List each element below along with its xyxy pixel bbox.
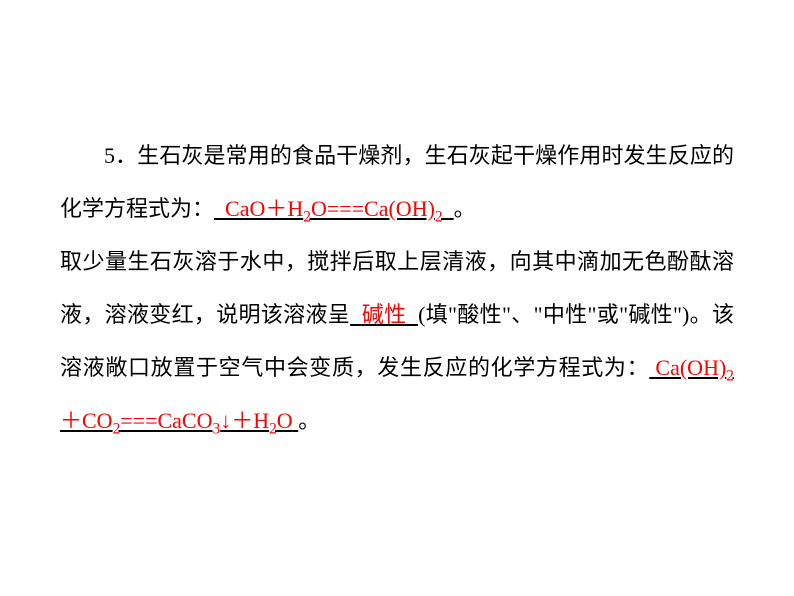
question-part1-after: 。 (454, 196, 476, 221)
answer-blank2: 碱性 (362, 302, 407, 327)
question-part3-after: 。 (298, 408, 320, 433)
question-number: 5． (104, 143, 137, 168)
question-content: 5．生石灰是常用的食品干燥剂，生石灰起干燥作用时发生反应的化学方程式为： CaO… (60, 130, 734, 448)
answer-equation1: CaO＋H2O===Ca(OH)2 (225, 196, 443, 221)
blank1: CaO＋H2O===Ca(OH)2 (214, 196, 454, 221)
blank2-underline: 碱性 (350, 302, 418, 327)
